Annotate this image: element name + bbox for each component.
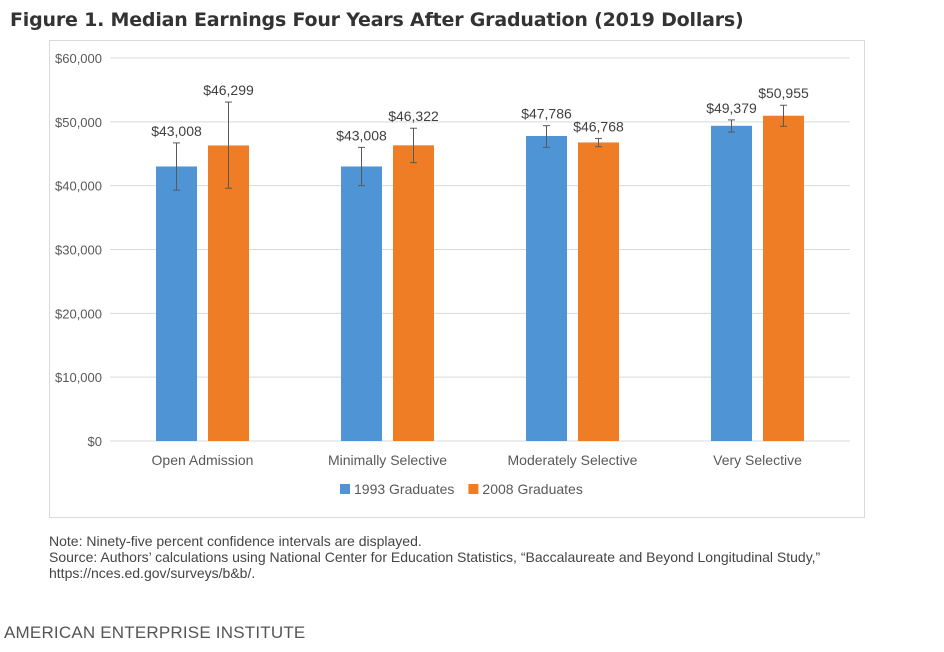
error-bars [173,101,787,191]
y-tick-label: $20,000 [55,306,102,321]
data-label: $50,955 [758,85,809,101]
figure-source: Source: Authors’ calculations using Nati… [49,549,821,581]
data-label: $49,379 [706,100,757,116]
figure-title: Figure 1. Median Earnings Four Years Aft… [10,9,744,31]
y-tick-label: $50,000 [55,115,102,130]
bars [156,115,804,442]
x-tick-label: Very Selective [713,452,802,468]
legend-label: 1993 Graduates [354,481,454,497]
bar-2008-graduates [393,145,434,442]
bar-1993-graduates [341,166,382,441]
data-label: $47,786 [521,106,572,122]
x-tick-label: Moderately Selective [508,452,638,468]
data-label: $46,322 [388,108,439,124]
x-axis-ticks: Open Admission Minimally Selective Moderat… [152,452,803,468]
bar-1993-graduates [156,166,197,441]
figure-note: Note: Ninety-five percent confidence int… [49,533,422,549]
bar-2008-graduates [208,145,249,441]
data-label: $46,299 [203,82,254,98]
data-labels: $43,008$46,299$43,008$46,322 $47,786$46,7… [151,82,809,143]
y-tick-label: $30,000 [55,243,102,258]
y-tick-label: $60,000 [55,51,102,66]
bar-2008-graduates [763,115,804,442]
data-label: $43,008 [151,123,202,139]
legend-swatch [468,484,479,494]
bar-1993-graduates [711,125,752,441]
data-label: $43,008 [336,127,387,143]
chart-frame: $0 $10,000 $20,000 $30,000 $40,000 $50,000 $60… [49,40,865,518]
x-tick-label: Minimally Selective [328,452,447,468]
y-axis-ticks: $0 $10,000 $20,000 $30,000 $40,000 $50,000 $60… [55,51,102,449]
legend-swatch [340,484,350,494]
y-tick-label: $40,000 [55,179,102,194]
x-tick-label: Open Admission [152,452,254,468]
legend: 1993 Graduates 2008 Graduates [340,481,583,497]
footer-organization: AMERICAN ENTERPRISE INSTITUTE [4,623,306,642]
bar-chart: $0 $10,000 $20,000 $30,000 $40,000 $50,000 $60… [55,51,850,497]
y-tick-label: $10,000 [55,370,102,385]
data-label: $46,768 [573,118,624,134]
bar-2008-graduates [578,142,619,441]
legend-label: 2008 Graduates [482,481,582,497]
y-tick-label: $0 [88,434,102,449]
bar-1993-graduates [526,135,567,441]
